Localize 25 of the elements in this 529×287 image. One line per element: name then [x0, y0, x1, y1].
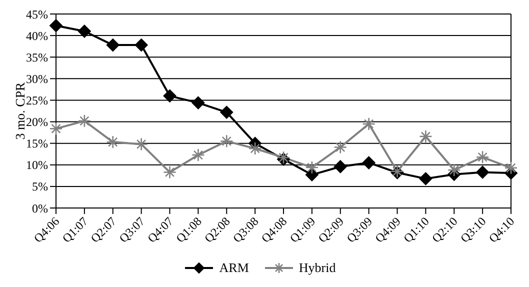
point [106, 38, 120, 52]
legend-label: ARM [219, 260, 249, 276]
y-tick-label: 5% [32, 180, 48, 194]
point [220, 106, 234, 119]
point [419, 172, 432, 186]
point [192, 96, 205, 110]
y-tick-label: 15% [26, 136, 48, 151]
y-tick-label: 25% [26, 93, 48, 108]
point [134, 38, 148, 52]
point [305, 168, 318, 182]
y-tick-label: 45% [26, 7, 48, 22]
y-tick-label: 35% [26, 50, 48, 64]
y-axis-title: 3 mo. CPR [12, 82, 28, 140]
y-tick-label: 30% [26, 72, 48, 86]
point [476, 166, 490, 179]
point [362, 156, 376, 170]
y-tick-label: 10% [26, 158, 48, 172]
point [78, 24, 91, 38]
point [163, 89, 176, 102]
legend-label: Hybrid [298, 260, 336, 276]
point [334, 160, 347, 174]
y-tick-label: 0% [32, 201, 48, 216]
point [50, 19, 62, 32]
y-tick-label: 40% [26, 28, 48, 43]
y-tick-label: 20% [26, 115, 48, 130]
